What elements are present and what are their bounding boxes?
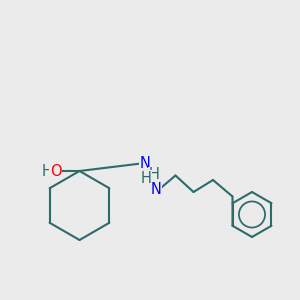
Text: N: N (151, 182, 161, 196)
Text: O: O (50, 164, 61, 178)
Text: H: H (149, 167, 160, 182)
Text: N: N (140, 156, 151, 171)
Text: H: H (42, 164, 53, 178)
Text: H: H (141, 171, 152, 186)
